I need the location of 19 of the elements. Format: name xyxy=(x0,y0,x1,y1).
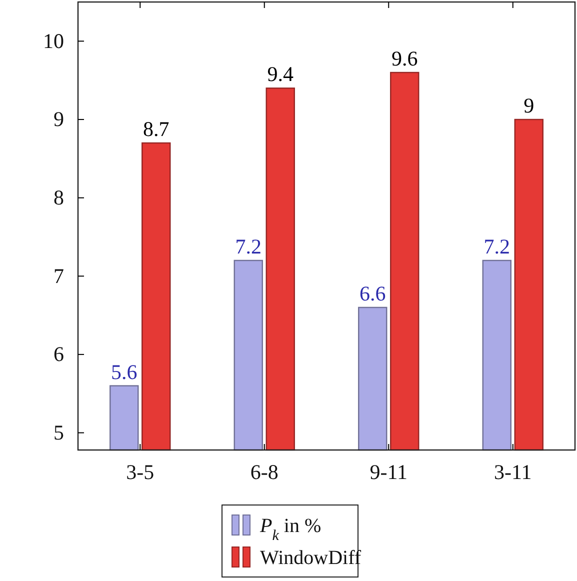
x-tick-label: 9-11 xyxy=(370,460,408,484)
x-tick-label: 6-8 xyxy=(250,460,278,484)
data-label: 5.6 xyxy=(111,360,138,384)
data-label: 9.6 xyxy=(392,46,418,70)
x-tick-label: 3-5 xyxy=(126,460,154,484)
data-label: 6.6 xyxy=(360,281,386,306)
data-label: 8.7 xyxy=(143,116,170,141)
legend-label: P$_{k}$ in % xyxy=(259,515,322,544)
y-tick-label: 8 xyxy=(54,186,64,210)
y-tick-label: 5 xyxy=(54,420,64,444)
y-tick-label: 9 xyxy=(54,107,64,132)
data-label: 7.2 xyxy=(235,234,262,258)
data-label: 9.4 xyxy=(267,62,294,86)
data-label: 7.2 xyxy=(484,234,510,258)
y-tick-label: 6 xyxy=(54,342,64,366)
data-label: 9 xyxy=(524,93,534,118)
y-tick-label: 7 xyxy=(54,264,64,288)
y-tick-label: 10 xyxy=(43,28,64,53)
x-tick-label: 3-11 xyxy=(494,460,532,484)
